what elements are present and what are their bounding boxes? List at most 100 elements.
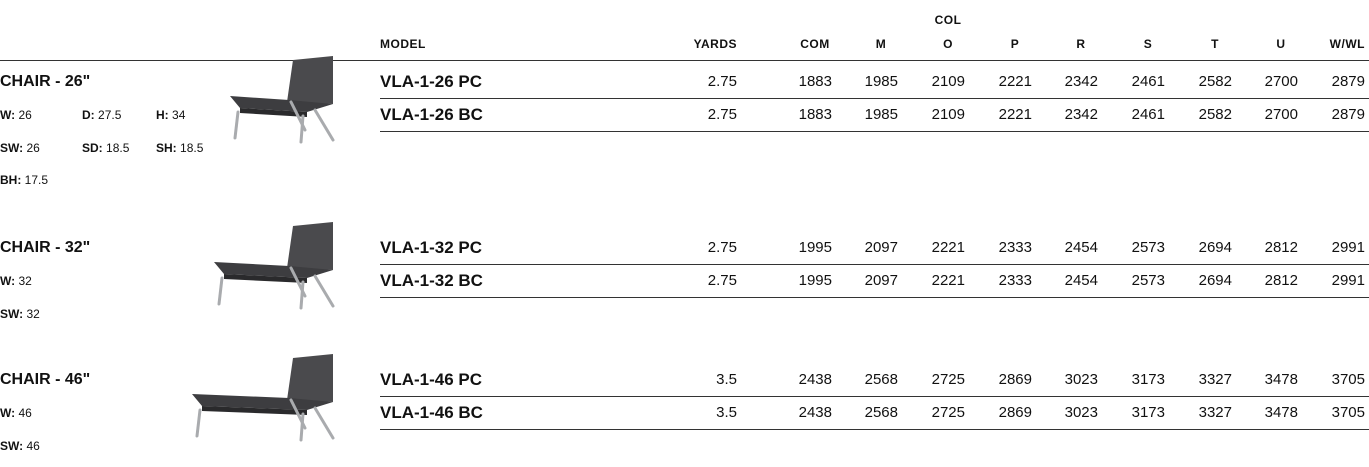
row-rule bbox=[380, 98, 1369, 99]
spec-value: 32 bbox=[26, 307, 39, 321]
price-cell: 2582 bbox=[1199, 72, 1232, 92]
price-cell: 2.75 bbox=[708, 72, 737, 92]
spec-label: D: bbox=[82, 108, 95, 122]
row-rule bbox=[380, 429, 1369, 430]
price-cell: 1995 bbox=[799, 238, 832, 258]
column-header: O bbox=[943, 34, 953, 54]
price-cell: 3023 bbox=[1065, 403, 1098, 423]
spec-value: 46 bbox=[26, 439, 39, 453]
price-cell: 2454 bbox=[1065, 271, 1098, 291]
price-cell: 2438 bbox=[799, 370, 832, 390]
spec-value: 26 bbox=[18, 108, 31, 122]
price-cell: 2879 bbox=[1332, 72, 1365, 92]
spec-value: 18.5 bbox=[180, 141, 203, 155]
price-cell: 2700 bbox=[1265, 105, 1298, 125]
price-cell: 2342 bbox=[1065, 105, 1098, 125]
price-cell: 2454 bbox=[1065, 238, 1098, 258]
spec-value: 18.5 bbox=[106, 141, 129, 155]
model-code: VLA-1-46 PC bbox=[380, 370, 482, 390]
spec: W: 46 bbox=[0, 403, 32, 423]
spec-label: SW: bbox=[0, 141, 23, 155]
row-rule bbox=[380, 396, 1369, 397]
price-cell: 1985 bbox=[865, 72, 898, 92]
price-cell: 2573 bbox=[1132, 271, 1165, 291]
chair-image bbox=[190, 350, 335, 442]
price-cell: 2097 bbox=[865, 238, 898, 258]
product-title: CHAIR - 26" bbox=[0, 72, 90, 92]
price-cell: 3173 bbox=[1132, 370, 1165, 390]
column-header: W/WL bbox=[1330, 34, 1365, 54]
price-cell: 2869 bbox=[999, 403, 1032, 423]
spec-label: W: bbox=[0, 274, 15, 288]
spec-value: 34 bbox=[172, 108, 185, 122]
spec-label: H: bbox=[156, 108, 169, 122]
price-cell: 2879 bbox=[1332, 105, 1365, 125]
spec-label: W: bbox=[0, 108, 15, 122]
chair-image bbox=[228, 52, 335, 144]
product-title: CHAIR - 46" bbox=[0, 370, 90, 390]
spec-label: SW: bbox=[0, 439, 23, 453]
price-cell: 3705 bbox=[1332, 370, 1365, 390]
column-header: P bbox=[1011, 34, 1020, 54]
price-cell: 2438 bbox=[799, 403, 832, 423]
spec: SD: 18.5 bbox=[82, 138, 129, 158]
spec-value: 32 bbox=[18, 274, 31, 288]
price-cell: 2221 bbox=[932, 271, 965, 291]
price-cell: 2568 bbox=[865, 403, 898, 423]
price-cell: 2568 bbox=[865, 370, 898, 390]
price-cell: 2812 bbox=[1265, 238, 1298, 258]
price-cell: 1985 bbox=[865, 105, 898, 125]
price-cell: 3.5 bbox=[716, 403, 737, 423]
price-cell: 3327 bbox=[1199, 370, 1232, 390]
model-code: VLA-1-26 BC bbox=[380, 105, 483, 125]
price-cell: 2812 bbox=[1265, 271, 1298, 291]
price-cell: 2991 bbox=[1332, 271, 1365, 291]
price-cell: 2694 bbox=[1199, 271, 1232, 291]
model-code: VLA-1-32 PC bbox=[380, 238, 482, 258]
price-cell: 3.5 bbox=[716, 370, 737, 390]
price-cell: 3023 bbox=[1065, 370, 1098, 390]
price-cell: 2109 bbox=[932, 105, 965, 125]
spec-value: 17.5 bbox=[25, 173, 48, 187]
price-cell: 2725 bbox=[932, 403, 965, 423]
price-cell: 1883 bbox=[799, 105, 832, 125]
price-cell: 3173 bbox=[1132, 403, 1165, 423]
price-cell: 1995 bbox=[799, 271, 832, 291]
price-cell: 2582 bbox=[1199, 105, 1232, 125]
header-rule bbox=[0, 60, 1369, 61]
product-title: CHAIR - 32" bbox=[0, 238, 90, 258]
spec-value: 46 bbox=[18, 406, 31, 420]
price-cell: 2333 bbox=[999, 238, 1032, 258]
spec: W: 32 bbox=[0, 271, 32, 291]
price-cell: 2221 bbox=[999, 105, 1032, 125]
price-cell: 2700 bbox=[1265, 72, 1298, 92]
model-code: VLA-1-26 PC bbox=[380, 72, 482, 92]
spec-label: SH: bbox=[156, 141, 177, 155]
price-cell: 2.75 bbox=[708, 271, 737, 291]
spec-label: SW: bbox=[0, 307, 23, 321]
column-header: S bbox=[1144, 34, 1153, 54]
price-cell: 2221 bbox=[999, 72, 1032, 92]
column-header: T bbox=[1211, 34, 1219, 54]
price-cell: 2109 bbox=[932, 72, 965, 92]
row-rule bbox=[380, 297, 1369, 298]
price-cell: 2097 bbox=[865, 271, 898, 291]
column-header: R bbox=[1076, 34, 1085, 54]
row-rule bbox=[380, 264, 1369, 265]
column-header: M bbox=[876, 34, 887, 54]
price-cell: 2221 bbox=[932, 238, 965, 258]
price-table: COLMODELYARDSCOMMOPRSTUW/WLCHAIR - 26"W:… bbox=[0, 0, 1369, 467]
spec-label: W: bbox=[0, 406, 15, 420]
price-cell: 2694 bbox=[1199, 238, 1232, 258]
spec-value: 26 bbox=[26, 141, 39, 155]
price-cell: 1883 bbox=[799, 72, 832, 92]
column-group-label: COL bbox=[935, 10, 962, 30]
model-code: VLA-1-32 BC bbox=[380, 271, 483, 291]
price-cell: 2.75 bbox=[708, 238, 737, 258]
price-cell: 2461 bbox=[1132, 105, 1165, 125]
price-cell: 3705 bbox=[1332, 403, 1365, 423]
spec: W: 26 bbox=[0, 105, 32, 125]
column-header: COM bbox=[800, 34, 830, 54]
spec-label: BH: bbox=[0, 173, 21, 187]
spec-value: 27.5 bbox=[98, 108, 121, 122]
